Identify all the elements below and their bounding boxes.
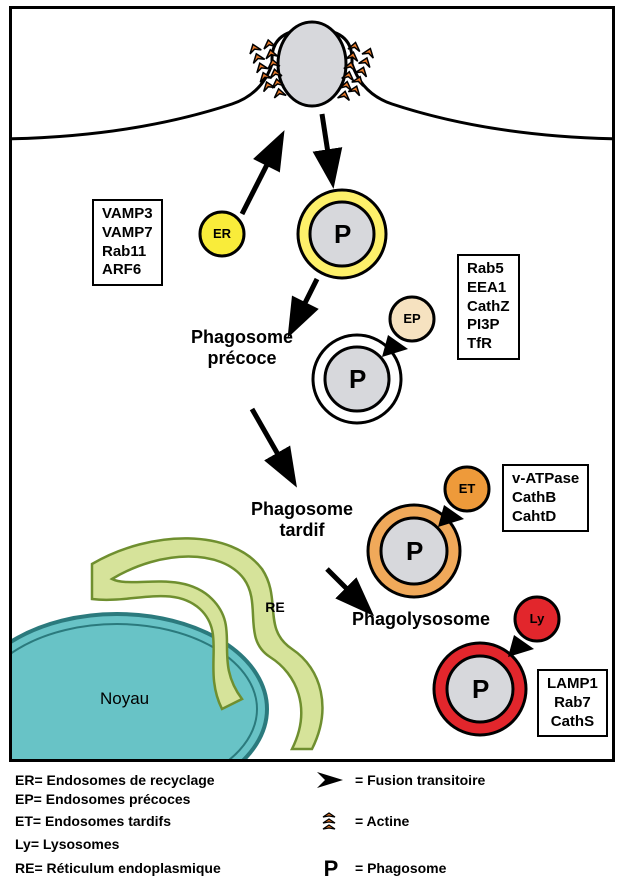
stage-label-phagolysosome: Phagolysosome: [352, 609, 490, 630]
phago-icon: P: [315, 854, 347, 884]
actin-icon: [315, 809, 347, 835]
protein-item: ARF6: [102, 261, 153, 280]
phago-letter: P: [472, 674, 489, 705]
legend-right-text: = Actine: [355, 812, 409, 831]
phago-letter: P: [334, 219, 351, 250]
protein-item: TfR: [467, 335, 510, 354]
protein-item: VAMP3: [102, 205, 153, 224]
protein-item: PI3P: [467, 316, 510, 335]
protein-item: CathZ: [467, 298, 510, 317]
diagram-frame: VAMP3 VAMP7 Rab11 ARF6 Rab5 EEA1 CathZ P…: [9, 6, 615, 762]
protein-box-er: VAMP3 VAMP7 Rab11 ARF6: [92, 199, 163, 286]
protein-item: Rab7: [547, 694, 598, 713]
legend-left-item: RE= Réticulum endoplasmique: [15, 859, 315, 878]
protein-item: LAMP1: [547, 675, 598, 694]
legend-left-item: Ly= Lysosomes: [15, 835, 315, 854]
protein-item: VAMP7: [102, 224, 153, 243]
legend-right-text: = Phagosome: [355, 859, 446, 878]
protein-item: Rab11: [102, 243, 153, 262]
protein-item: CathS: [547, 713, 598, 732]
legend: ER= Endosomes de recyclage = Fusion tran…: [7, 766, 617, 891]
phago-letter: P: [349, 364, 366, 395]
legend-left-item: EP= Endosomes précoces: [15, 790, 315, 809]
protein-item: CathB: [512, 489, 579, 508]
legend-left-item: ET= Endosomes tardifs: [15, 812, 315, 831]
diagram-svg: [12, 9, 612, 759]
legend-right-text: = Fusion transitoire: [355, 771, 485, 790]
protein-box-ep: Rab5 EEA1 CathZ PI3P TfR: [457, 254, 520, 360]
protein-box-ly: LAMP1 Rab7 CathS: [537, 669, 608, 737]
protein-item: EEA1: [467, 279, 510, 298]
protein-item: CahtD: [512, 508, 579, 527]
protein-box-et: v-ATPase CathB CahtD: [502, 464, 589, 532]
legend-left-item: ER= Endosomes de recyclage: [15, 771, 315, 790]
stage-label-tardif: Phagosome tardif: [237, 499, 367, 540]
stage-label-precoce: Phagosome précoce: [177, 327, 307, 368]
fusion-icon: [315, 770, 347, 790]
phago-letter: P: [406, 536, 423, 567]
protein-item: Rab5: [467, 260, 510, 279]
nucleus-label: Noyau: [100, 689, 149, 709]
protein-item: v-ATPase: [512, 470, 579, 489]
